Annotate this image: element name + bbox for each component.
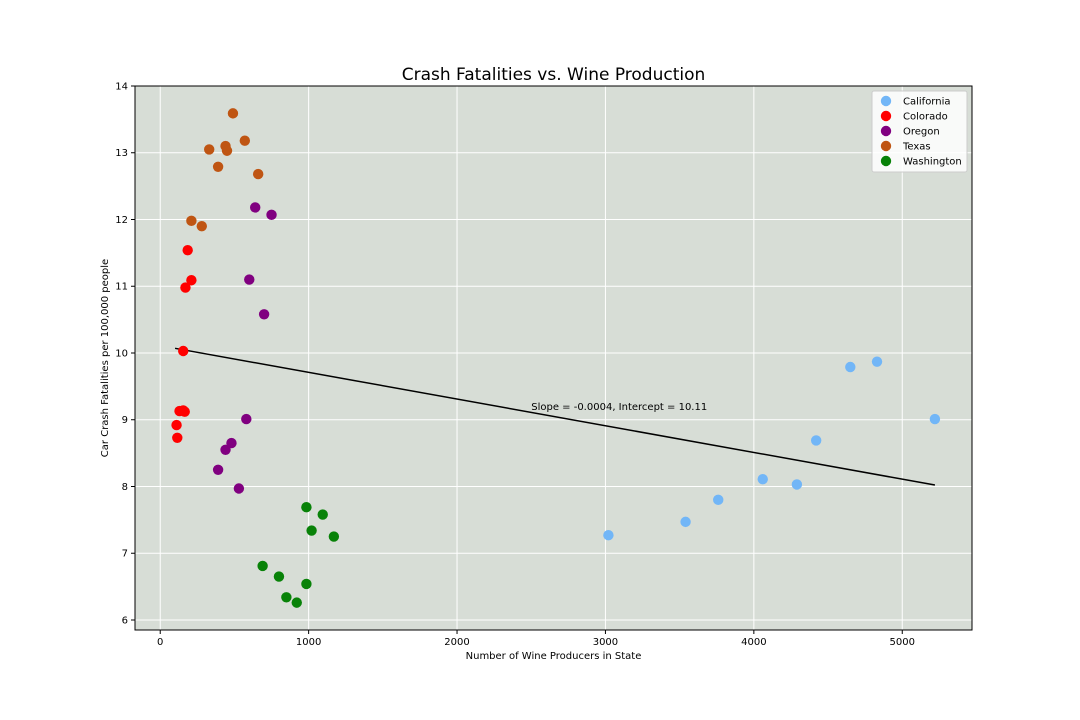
regression-annotation: Slope = -0.0004, Intercept = 10.11 — [531, 402, 707, 413]
point-oregon — [258, 309, 270, 320]
point-california — [871, 356, 883, 367]
point-california — [791, 479, 803, 490]
point-texas — [227, 108, 239, 119]
legend-label-texas: Texas — [902, 142, 931, 153]
point-washington — [301, 578, 312, 590]
point-washington — [317, 509, 328, 520]
legend-label-california: California — [903, 97, 951, 108]
y-tick-label: 14 — [115, 82, 128, 93]
legend-marker-washington — [880, 155, 892, 167]
legend: California Colorado Oregon Texas Washington — [871, 90, 968, 173]
point-oregon — [244, 274, 255, 285]
point-texas — [212, 161, 224, 172]
y-tick-label: 11 — [115, 282, 128, 293]
point-california — [845, 361, 856, 373]
legend-marker-california — [880, 95, 892, 107]
point-washington — [291, 597, 302, 608]
y-tick-label: 12 — [115, 215, 128, 226]
legend-marker-oregon — [880, 125, 892, 137]
point-california — [929, 413, 941, 425]
point-oregon — [250, 202, 261, 213]
point-texas — [204, 144, 215, 155]
legend-label-colorado: Colorado — [903, 112, 948, 123]
x-tick-label: 5000 — [890, 637, 915, 648]
point-oregon — [266, 209, 277, 221]
chart-title: Crash Fatalities vs. Wine Production — [402, 65, 706, 85]
point-oregon — [241, 413, 252, 425]
x-axis-label: Number of Wine Producers in State — [466, 651, 642, 662]
point-oregon — [212, 464, 224, 476]
x-tick-label: 3000 — [593, 637, 618, 648]
regression-line — [174, 347, 936, 486]
legend-frame — [871, 90, 968, 173]
point-texas — [252, 168, 264, 180]
point-oregon — [233, 483, 245, 494]
y-tick-label: 8 — [122, 482, 128, 493]
y-tick-label: 13 — [115, 148, 128, 159]
point-texas — [196, 220, 207, 232]
legend-marker-texas — [880, 140, 892, 152]
point-colorado — [171, 419, 182, 431]
point-washington — [306, 525, 317, 536]
legend-label-oregon: Oregon — [903, 127, 940, 138]
point-oregon — [226, 437, 237, 449]
x-tick-label: 2000 — [444, 637, 469, 648]
point-washington — [301, 501, 312, 513]
y-tick-label: 9 — [122, 415, 128, 426]
legend-marker-colorado — [880, 110, 892, 122]
point-colorado — [180, 282, 191, 293]
point-texas — [186, 215, 197, 227]
point-washington — [281, 592, 292, 603]
point-texas — [239, 135, 251, 146]
y-axis-label: Car Crash Fatalities per 100,000 people — [100, 259, 111, 457]
x-tick-label: 0 — [157, 637, 163, 648]
point-texas — [221, 145, 233, 156]
point-washington — [257, 560, 268, 572]
point-california — [810, 435, 822, 446]
axis-ticks: 0 1000 2000 3000 4000 5000 6 7 8 9 10 11 12 13 14 — [115, 82, 915, 649]
point-washington — [328, 531, 340, 542]
y-tick-label: 10 — [115, 348, 128, 359]
plot-frame — [134, 85, 973, 631]
point-colorado — [186, 275, 197, 286]
y-tick-label: 7 — [122, 549, 128, 560]
regression-layer — [174, 347, 936, 486]
point-colorado — [172, 432, 183, 443]
point-washington — [273, 571, 285, 582]
plot-area — [135, 86, 972, 630]
point-california — [680, 516, 691, 528]
point-california — [713, 494, 724, 506]
y-tick-label: 6 — [122, 615, 128, 626]
point-colorado — [179, 406, 190, 417]
data-points — [171, 108, 941, 608]
point-california — [757, 473, 768, 485]
point-colorado — [182, 245, 193, 256]
x-tick-label: 4000 — [741, 637, 766, 648]
point-oregon — [220, 444, 231, 455]
x-tick-label: 1000 — [296, 637, 321, 648]
legend-label-washington: Washington — [903, 157, 962, 168]
point-colorado — [178, 345, 189, 357]
point-california — [603, 530, 614, 541]
